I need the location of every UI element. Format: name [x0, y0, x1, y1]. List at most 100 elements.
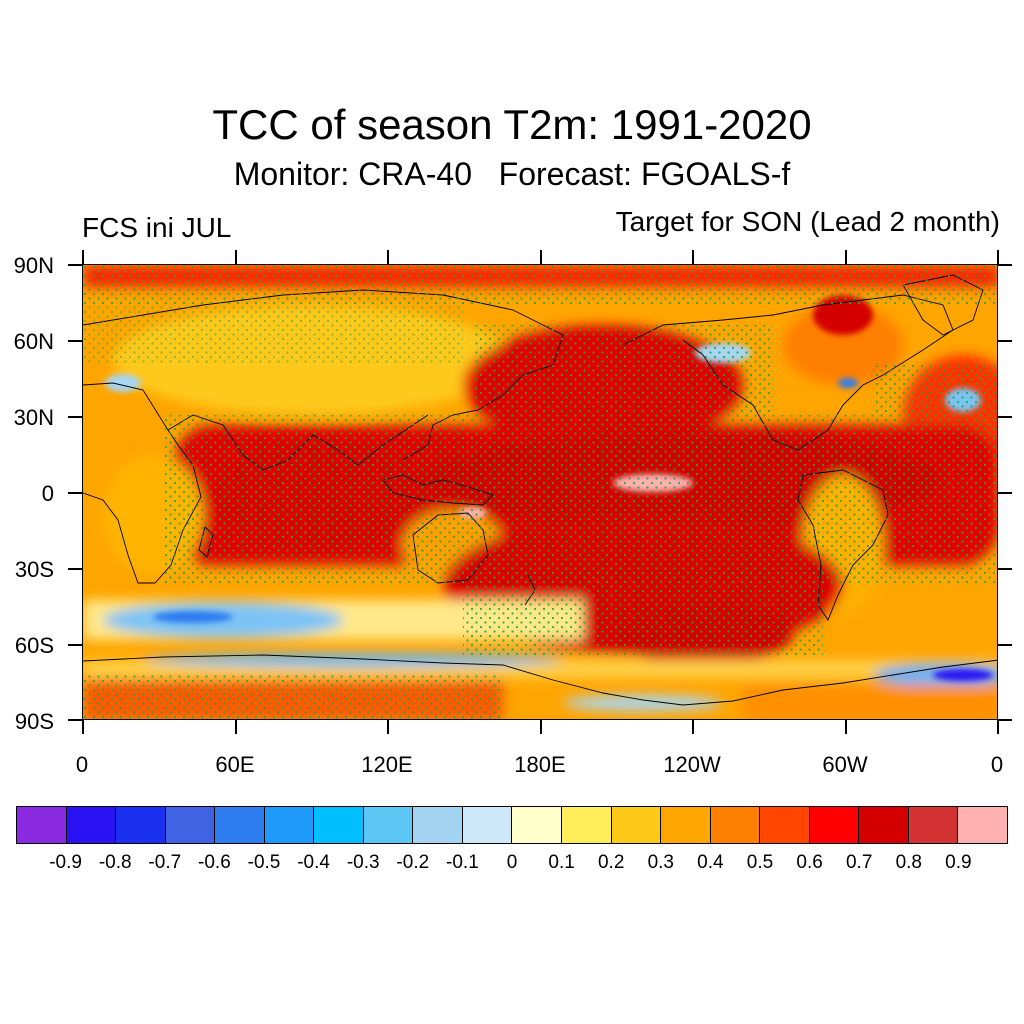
map-subtitle: Monitor: CRA-40 Forecast: FGOALS-f: [233, 156, 791, 192]
lat-tick-right: [998, 264, 1012, 266]
lon-label-120w: 120W: [663, 752, 721, 777]
colorbar-label: -0.1: [446, 852, 479, 873]
colorbar-label: 0.4: [697, 852, 724, 873]
lon-label-120e: 120E: [361, 752, 413, 777]
colorbar-label: 0.9: [945, 852, 972, 873]
correlation-map: [82, 264, 998, 720]
colorbar-label: 0: [506, 852, 518, 873]
map-title: TCC of season T2m: 1991-2020: [212, 101, 812, 148]
lat-label-90s: 90S: [14, 709, 54, 734]
lat-tick-right: [998, 568, 1012, 570]
stipple-tropics: [163, 415, 997, 585]
lon-tick-top: [845, 250, 847, 264]
lon-tick-top: [692, 250, 694, 264]
stipple-eurasia: [83, 305, 463, 365]
colorbar-swatch: [710, 807, 761, 843]
colorbar-swatch: [760, 807, 810, 843]
colorbar-swatch: [116, 807, 166, 843]
colorbar-swatch: [512, 807, 563, 843]
lon-tick: [235, 720, 237, 734]
lat-tick-right: [998, 340, 1012, 342]
colorbar-label: 0.6: [796, 852, 823, 873]
lon-label-60e: 60E: [215, 752, 255, 777]
colorbar-label: -0.7: [148, 852, 182, 873]
colorbar-label: -0.6: [198, 852, 231, 873]
colorbar: [16, 806, 1008, 844]
lat-tick-left: [68, 719, 82, 721]
stipple-spacific: [463, 565, 823, 655]
lon-tick: [387, 720, 389, 734]
lon-label-60w: 60W: [822, 752, 868, 777]
stipple-arctic: [83, 265, 997, 305]
lat-tick-right: [998, 644, 1012, 646]
colorbar-swatch: [859, 807, 909, 843]
colorbar-swatch: [462, 807, 513, 843]
lat-tick-left: [68, 492, 82, 494]
stipple-antarctic: [83, 675, 503, 719]
field-ross-blue: [563, 695, 723, 711]
field-southern-blue-dark: [153, 611, 233, 623]
lon-tick-top: [387, 250, 389, 264]
lon-tick: [540, 720, 542, 734]
colorbar-swatch: [661, 807, 711, 843]
colorbar-label: 0.8: [895, 852, 922, 873]
colorbar-swatch: [66, 807, 117, 843]
colorbar-label: 0.5: [746, 852, 774, 873]
stipple-natlantic: [873, 365, 997, 445]
lat-tick-right: [998, 416, 1012, 418]
colorbar-label: -0.5: [247, 852, 281, 873]
colorbar-swatch: [413, 807, 463, 843]
colorbar-swatch: [562, 807, 612, 843]
colorbar-swatch: [958, 807, 1007, 843]
lat-label-60n: 60N: [13, 329, 54, 354]
colorbar-swatch: [264, 807, 315, 843]
lat-label-90n: 90N: [13, 253, 54, 278]
colorbar-swatch: [363, 807, 414, 843]
colorbar-swatch: [314, 807, 364, 843]
lat-tick-left: [68, 264, 82, 266]
lat-tick-left: [68, 644, 82, 646]
colorbar-label: -0.4: [297, 852, 330, 873]
lat-tick-left: [68, 568, 82, 570]
stipple-npacific: [473, 325, 773, 425]
colorbar-swatch: [215, 807, 265, 843]
colorbar-swatch: [809, 807, 860, 843]
lon-label-0: 0: [75, 752, 89, 777]
lon-tick: [692, 720, 694, 734]
lat-tick-right: [998, 719, 1012, 721]
lat-tick-left: [68, 340, 82, 342]
lon-label-180e: 180E: [514, 752, 566, 777]
initialization-label: FCS ini JUL: [82, 212, 232, 243]
field-hudson-blue: [838, 378, 858, 388]
field-antarctic-interior-east: [743, 685, 997, 719]
lon-tick-top: [82, 250, 84, 264]
colorbar-label: 0.7: [845, 852, 873, 873]
colorbar-label: -0.3: [346, 852, 380, 873]
target-season-label: Target for SON (Lead 2 month): [615, 206, 1000, 237]
lon-label-360: 0: [990, 752, 1004, 777]
colorbar-swatch: [908, 807, 959, 843]
lon-tick: [997, 720, 999, 734]
colorbar-swatch: [165, 807, 216, 843]
colorbar-label: -0.2: [396, 852, 430, 873]
lat-tick-left: [68, 416, 82, 418]
colorbar-label: 0.3: [647, 852, 674, 873]
lon-tick-top: [540, 250, 542, 264]
lat-label-30n: 30N: [13, 405, 54, 430]
colorbar-swatch: [611, 807, 662, 843]
lat-label-equator: 0: [41, 481, 54, 506]
field-west-antarctic-dark: [933, 669, 993, 681]
lon-tick: [845, 720, 847, 734]
lat-label-60s: 60S: [14, 633, 54, 658]
colorbar-label: -0.9: [49, 852, 82, 873]
lon-tick-top: [997, 250, 999, 264]
colorbar-swatch: [17, 807, 67, 843]
lon-tick-top: [235, 250, 237, 264]
outline-antarctica: [83, 654, 997, 706]
lat-label-30s: 30S: [14, 557, 54, 582]
colorbar-label: -0.8: [98, 852, 132, 873]
map-canvas: [83, 265, 997, 719]
colorbar-label: 0.2: [597, 852, 625, 873]
lon-tick: [82, 720, 84, 734]
significance-stippling: [83, 265, 997, 719]
